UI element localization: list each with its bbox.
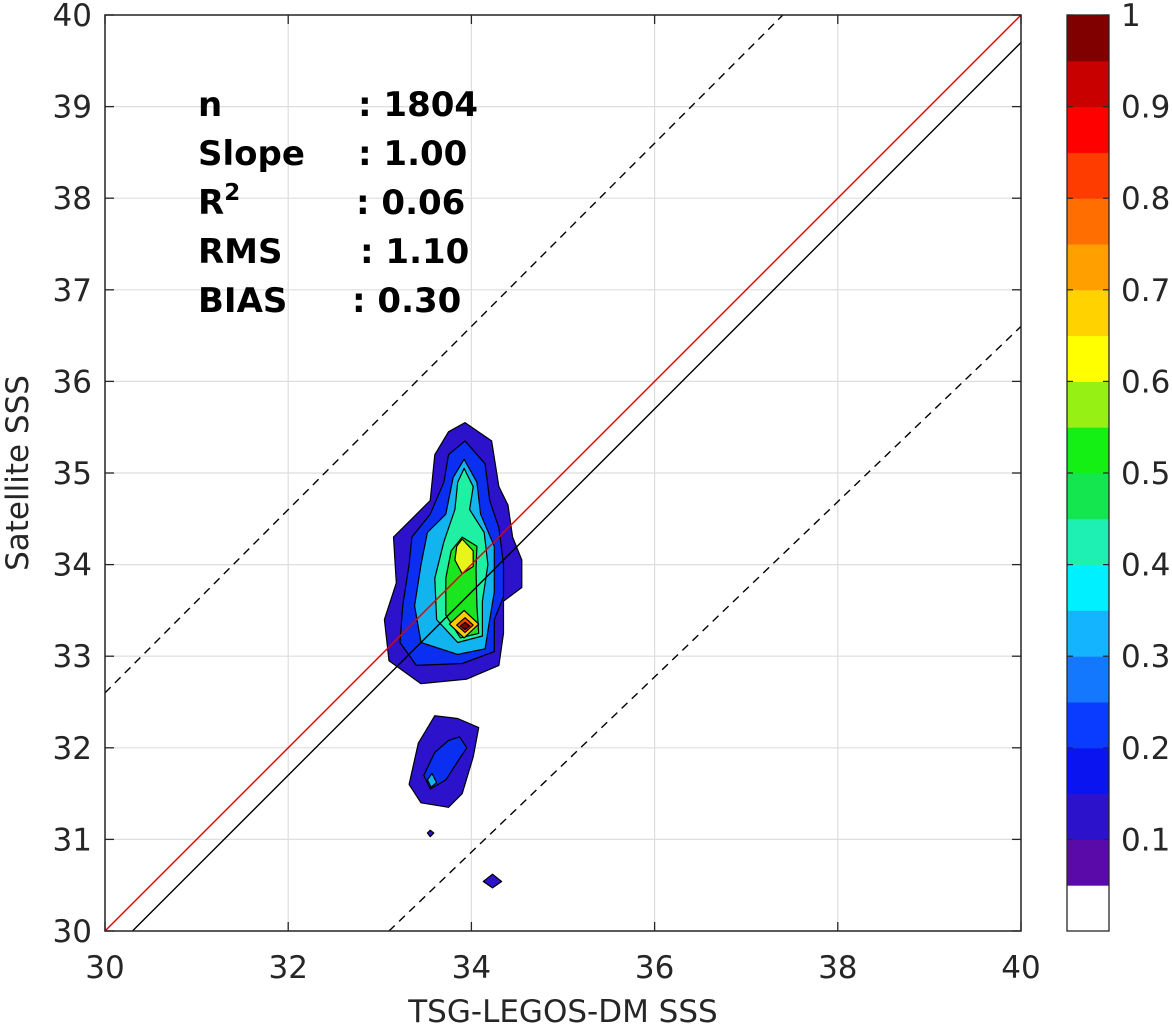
stat-label: Slope: [198, 134, 305, 174]
stat-value: : 1804: [358, 85, 478, 125]
density-contours: [383, 422, 523, 889]
colorbar-segment: [1067, 198, 1109, 245]
colorbar-segment: [1067, 60, 1109, 108]
colorbar-tick-label: 0.8: [1121, 181, 1170, 217]
colorbar-tick-label: 1: [1121, 0, 1141, 34]
x-tick-label: 38: [818, 950, 857, 986]
colorbar-tick-label: 0.1: [1121, 822, 1170, 858]
colorbar-tick-label: 0.2: [1121, 731, 1170, 767]
colorbar-segment: [1067, 839, 1109, 886]
stat-superscript: 2: [224, 180, 240, 206]
stat-value: : 1.10: [360, 232, 469, 272]
colorbar-segment: [1067, 747, 1109, 795]
stats-box: n : 1804 Slope : 1.00 R2 : 0.06 RMS : 1.10 BIAS:…: [198, 85, 478, 321]
stat-label: R2: [198, 180, 240, 223]
colorbar-tick-label: 0.6: [1121, 364, 1170, 400]
upper-bound-line: [105, 15, 784, 694]
one-to-one-line: [105, 15, 1021, 931]
colorbar-segment: [1067, 289, 1109, 337]
y-tick-label: 35: [53, 456, 92, 492]
colorbar-tick-label: 0.5: [1121, 456, 1170, 492]
x-tick-label: 30: [85, 950, 124, 986]
stat-value: : 0.06: [356, 183, 465, 223]
x-tick-label: 32: [268, 950, 307, 986]
colorbar-segment: [1067, 244, 1109, 291]
colorbar-segment: [1067, 793, 1109, 840]
density-contour: [482, 873, 503, 889]
reference-lines: [105, 15, 1021, 931]
colorbar: 0.1 0.2 0.3 0.4 0.5 0.6 0.7 0.8 0.9 1: [1066, 0, 1170, 932]
colorbar-tick-label: 0.4: [1121, 548, 1170, 584]
colorbar-segment: [1067, 610, 1109, 657]
colorbar-segment: [1067, 427, 1109, 474]
density-contour: [423, 736, 468, 790]
y-tick-label: 39: [53, 90, 92, 126]
colorbar-segment: [1067, 702, 1109, 749]
y-tick-label: 32: [53, 731, 92, 767]
y-tick-label: 40: [53, 0, 92, 34]
colorbar-segment: [1067, 106, 1109, 153]
density-contour: [426, 829, 435, 838]
stat-label: RMS: [198, 232, 283, 272]
x-axis-label: TSG-LEGOS-DM SSS: [407, 994, 717, 1028]
colorbar-segment: [1067, 564, 1109, 611]
colorbar-segment: [1067, 335, 1109, 382]
x-axis: 30 32 34 36 38 40: [85, 15, 1041, 986]
colorbar-segment: [1067, 381, 1109, 428]
y-tick-label: 31: [53, 822, 92, 858]
y-tick-label: 34: [53, 548, 92, 584]
colorbar-tick-label: 0.7: [1121, 273, 1170, 309]
colorbar-segment: [1067, 15, 1109, 62]
colorbar-segment: [1067, 656, 1109, 703]
y-tick-label: 33: [53, 639, 92, 675]
stat-value: : 0.30: [352, 281, 461, 321]
x-tick-label: 40: [1001, 950, 1040, 986]
density-contour: [426, 772, 438, 788]
y-tick-label: 30: [53, 914, 92, 950]
colorbar-segment: [1067, 518, 1109, 566]
y-axis-label: Satellite SSS: [0, 375, 36, 571]
y-tick-label: 36: [53, 364, 92, 400]
plot-area: [105, 15, 1021, 931]
y-axis: 30 31 32 33 34 35 36 37 38 39 40: [53, 0, 1021, 950]
x-tick-label: 36: [635, 950, 674, 986]
colorbar-segment: [1067, 473, 1109, 520]
regression-line: [131, 41, 1021, 931]
x-tick-label: 34: [452, 950, 491, 986]
stat-value: : 1.00: [358, 134, 467, 174]
stat-label: BIAS: [198, 281, 287, 321]
y-tick-label: 38: [53, 181, 92, 217]
colorbar-tick-label: 0.9: [1121, 90, 1170, 126]
stat-label: n: [198, 85, 222, 125]
y-tick-label: 37: [53, 273, 92, 309]
colorbar-tick-label: 0.3: [1121, 639, 1170, 675]
density-contour: [459, 621, 471, 631]
colorbar-segment: [1067, 152, 1109, 199]
colorbar-segment: [1067, 885, 1109, 932]
lower-bound-line: [388, 325, 1021, 931]
